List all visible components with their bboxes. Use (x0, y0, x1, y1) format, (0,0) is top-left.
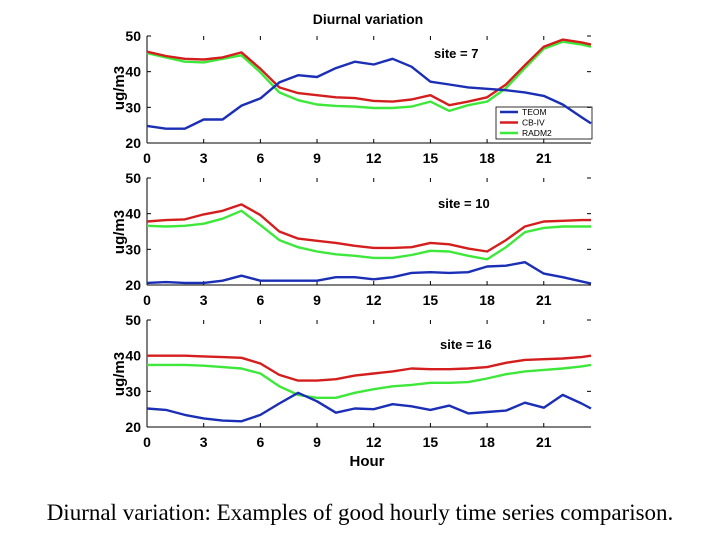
x-tick-label: 0 (143, 292, 151, 308)
x-tick-label: 0 (143, 434, 151, 450)
x-tick-label: 3 (200, 434, 208, 450)
series-line-radm2 (147, 363, 592, 399)
legend-label-teom: TEOM (522, 107, 547, 117)
chart-panel-site-7: site = 7 ug/m3 TEOM CB-IV RADM2 20304050… (111, 28, 593, 166)
legend-label-cbiv: CB-IV (522, 118, 545, 128)
series-line-radm2 (146, 40, 592, 113)
series-line-teom (146, 261, 592, 285)
x-tick-label: 6 (256, 434, 264, 450)
y-tick-label: 40 (125, 348, 141, 364)
x-tick-label: 18 (479, 292, 495, 308)
x-tick-label: 12 (366, 434, 382, 450)
site-label: site = 10 (438, 196, 490, 211)
chart-panel-site-10: site = 10 ug/m3 20 30 40 50 0 3 6 9 12 15 18 21 (111, 170, 592, 308)
series-line-teom (146, 391, 592, 423)
x-tick-label: 6 (256, 150, 264, 166)
site-label: site = 7 (434, 46, 478, 61)
y-tick-label: 30 (125, 99, 141, 115)
figure-caption: Diurnal variation: Examples of good hour… (46, 500, 674, 525)
x-axis-label: Hour (350, 453, 385, 470)
site-label: site = 16 (440, 337, 492, 352)
y-tick-label: 20 (125, 419, 141, 435)
x-tick-label: 15 (423, 434, 439, 450)
y-tick-label: 20 (125, 135, 141, 151)
x-tick-label: 12 (366, 150, 382, 166)
x-tick-label: 3 (200, 150, 208, 166)
y-tick-label: 40 (125, 64, 141, 80)
y-axis-label: ug/m3 (111, 66, 128, 110)
legend-label-radm2: RADM2 (522, 128, 552, 138)
series-line-cbiv (146, 203, 591, 253)
series-line-cbiv (146, 38, 592, 107)
x-tick-label: 15 (423, 292, 439, 308)
x-tick-label: 21 (536, 434, 552, 450)
y-tick-label: 50 (125, 28, 141, 44)
y-tick-label: 50 (125, 312, 141, 328)
x-tick-label: 15 (423, 150, 439, 166)
x-tick-label: 12 (366, 292, 382, 308)
figure-title: Diurnal variation (313, 11, 423, 27)
x-tick-label: 21 (536, 292, 552, 308)
x-tick-label: 3 (200, 292, 208, 308)
x-tick-label: 6 (256, 292, 264, 308)
x-tick-label: 0 (143, 150, 151, 166)
x-tick-label: 9 (313, 150, 321, 166)
x-tick-label: 9 (313, 434, 321, 450)
y-tick-label: 30 (125, 241, 141, 257)
y-tick-label: 40 (125, 206, 141, 222)
x-tick-label: 21 (536, 150, 552, 166)
legend: TEOM CB-IV RADM2 (495, 106, 593, 140)
y-tick-label: 20 (125, 277, 141, 293)
x-tick-label: 18 (479, 150, 495, 166)
chart-panel-site-16: site = 16 ug/m3 20 30 40 50 0 3 6 9 12 15 18 21 (111, 312, 592, 450)
y-tick-label: 30 (125, 383, 141, 399)
x-tick-label: 9 (313, 292, 321, 308)
y-axis-label: ug/m3 (111, 210, 128, 254)
series-line-cbiv (147, 354, 592, 382)
y-tick-label: 50 (125, 170, 141, 186)
diurnal-figure: Diurnal variation site = 7 ug/m3 TEOM CB… (111, 11, 593, 470)
series-line-radm2 (146, 209, 591, 261)
x-tick-label: 18 (479, 434, 495, 450)
series-line-teom (146, 57, 592, 130)
y-axis-label: ug/m3 (111, 352, 128, 396)
